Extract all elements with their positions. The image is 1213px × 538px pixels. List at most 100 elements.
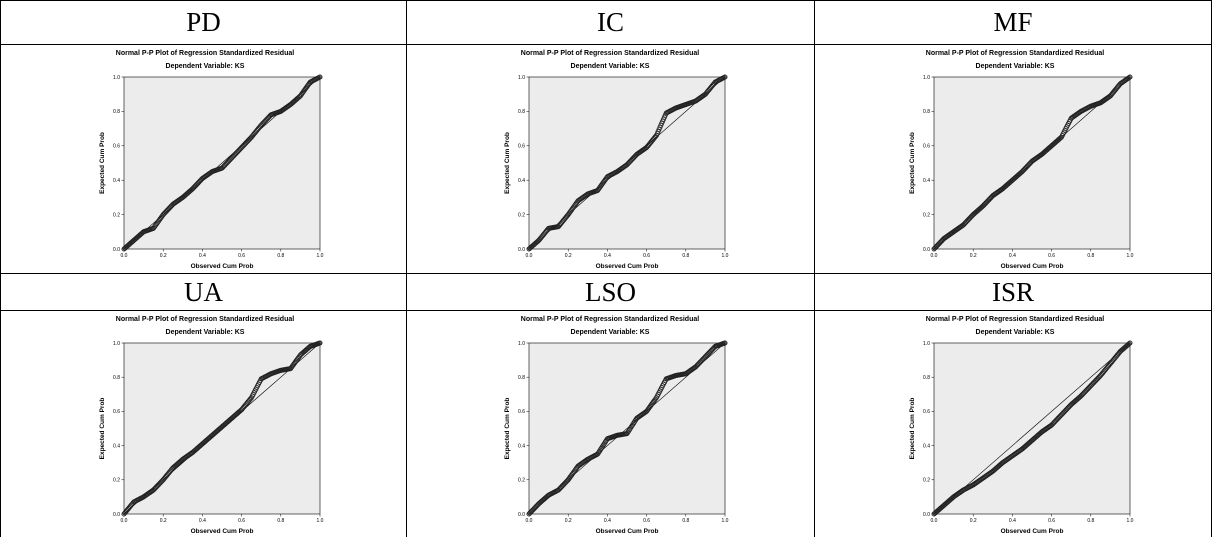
x-axis-label: Observed Cum Prob — [596, 263, 659, 270]
column-header-isr: ISR — [991, 276, 1035, 307]
x-tick-label: 0.8 — [682, 253, 689, 259]
reference-line — [933, 342, 1131, 515]
y-axis-label: Expected Cum Prob — [504, 398, 511, 460]
pp-plot-svg: Normal P-P Plot of Regression Standardiz… — [909, 316, 1134, 535]
x-tick-label: 0.2 — [160, 518, 167, 524]
x-tick-label: 0.6 — [643, 518, 650, 524]
pp-plot-ua: Normal P-P Plot of Regression Standardiz… — [80, 312, 330, 536]
y-tick-label: 0.6 — [518, 409, 525, 415]
chart-title: Normal P-P Plot of Regression Standardiz… — [521, 316, 699, 323]
y-tick-label: 0.0 — [923, 512, 930, 518]
x-tick-label: 1.0 — [317, 253, 324, 259]
x-tick-label: 0.0 — [931, 518, 938, 524]
x-tick-label: 0.6 — [238, 518, 245, 524]
y-tick-label: 0.2 — [113, 212, 120, 218]
x-tick-label: 0.4 — [199, 518, 206, 524]
x-tick-label: 0.4 — [1009, 253, 1016, 259]
data-point — [722, 340, 728, 346]
y-tick-label: 0.4 — [518, 443, 525, 449]
pp-plot-lso: Normal P-P Plot of Regression Standardiz… — [485, 312, 735, 536]
x-tick-label: 1.0 — [1127, 518, 1134, 524]
column-header-mf: MF — [993, 7, 1033, 37]
chart-title: Normal P-P Plot of Regression Standardiz… — [926, 316, 1104, 323]
y-axis-label: Expected Cum Prob — [909, 398, 916, 460]
x-tick-label: 0.4 — [604, 253, 611, 259]
x-tick-label: 0.4 — [199, 253, 206, 259]
column-header-pd: PD — [186, 7, 221, 37]
x-tick-label: 0.8 — [1087, 518, 1094, 524]
y-tick-label: 1.0 — [518, 75, 525, 81]
y-tick-label: 0.2 — [923, 212, 930, 218]
x-tick-label: 0.2 — [565, 253, 572, 259]
y-tick-label: 0.4 — [113, 443, 120, 449]
y-tick-label: 0.8 — [113, 375, 120, 381]
chart-title: Normal P-P Plot of Regression Standardiz… — [116, 316, 294, 323]
y-tick-label: 0.8 — [518, 375, 525, 381]
x-axis-label: Observed Cum Prob — [191, 263, 254, 270]
pp-plot-svg: Normal P-P Plot of Regression Standardiz… — [99, 316, 324, 535]
data-point — [1127, 340, 1133, 346]
chart-subtitle: Dependent Variable: KS — [976, 63, 1055, 70]
x-tick-label: 0.8 — [277, 518, 284, 524]
y-tick-label: 1.0 — [518, 341, 525, 347]
x-tick-label: 1.0 — [1127, 253, 1134, 259]
y-tick-label: 0.4 — [518, 178, 525, 184]
x-tick-label: 0.6 — [1048, 253, 1055, 259]
y-tick-label: 0.2 — [518, 212, 525, 218]
column-header-ua: UA — [184, 276, 223, 307]
data-point — [317, 340, 323, 346]
data-point — [1126, 75, 1132, 81]
chart-title: Normal P-P Plot of Regression Standardiz… — [116, 50, 294, 57]
x-tick-label: 0.8 — [1087, 253, 1094, 259]
y-tick-label: 1.0 — [923, 341, 930, 347]
chart-title: Normal P-P Plot of Regression Standardiz… — [926, 50, 1104, 57]
pp-plot-svg: Normal P-P Plot of Regression Standardiz… — [909, 50, 1134, 270]
chart-title: Normal P-P Plot of Regression Standardiz… — [521, 50, 699, 57]
x-tick-label: 1.0 — [317, 518, 324, 524]
y-tick-label: 0.6 — [923, 144, 930, 150]
y-tick-label: 0.4 — [923, 443, 930, 449]
y-tick-label: 0.0 — [518, 247, 525, 253]
x-tick-label: 0.2 — [565, 518, 572, 524]
pp-plot-svg: Normal P-P Plot of Regression Standardiz… — [99, 50, 324, 270]
pp-plot-ic: Normal P-P Plot of Regression Standardiz… — [485, 46, 735, 271]
row-divider-header-1 — [0, 44, 1212, 45]
column-divider-1 — [406, 0, 407, 537]
pp-plot-svg: Normal P-P Plot of Regression Standardiz… — [504, 316, 729, 535]
x-tick-label: 0.8 — [277, 253, 284, 259]
y-tick-label: 0.8 — [113, 109, 120, 115]
y-tick-label: 0.2 — [113, 478, 120, 484]
data-point — [722, 74, 728, 80]
pp-plot-svg: Normal P-P Plot of Regression Standardiz… — [504, 50, 729, 270]
y-tick-label: 0.8 — [518, 109, 525, 115]
x-tick-label: 0.6 — [643, 253, 650, 259]
y-tick-label: 0.6 — [923, 409, 930, 415]
y-tick-label: 1.0 — [923, 75, 930, 81]
column-header-ic: IC — [597, 7, 624, 37]
x-tick-label: 1.0 — [722, 253, 729, 259]
data-point — [1126, 341, 1132, 347]
y-tick-label: 0.6 — [113, 144, 120, 150]
x-tick-label: 0.4 — [1009, 518, 1016, 524]
y-tick-label: 0.6 — [113, 409, 120, 415]
x-tick-label: 0.2 — [160, 253, 167, 259]
x-tick-label: 1.0 — [722, 518, 729, 524]
y-tick-label: 0.0 — [113, 512, 120, 518]
y-tick-label: 0.0 — [518, 512, 525, 518]
y-tick-label: 0.0 — [923, 247, 930, 253]
y-axis-label: Expected Cum Prob — [99, 398, 106, 460]
data-point — [317, 74, 323, 80]
y-tick-label: 0.2 — [923, 478, 930, 484]
column-divider-2 — [814, 0, 815, 537]
y-tick-label: 0.2 — [518, 478, 525, 484]
x-tick-label: 0.4 — [604, 518, 611, 524]
table-border-left — [0, 0, 1, 537]
y-axis-label: Expected Cum Prob — [99, 132, 106, 194]
y-tick-label: 0.8 — [923, 375, 930, 381]
y-tick-label: 1.0 — [113, 341, 120, 347]
x-tick-label: 0.0 — [121, 253, 128, 259]
x-tick-label: 0.6 — [238, 253, 245, 259]
x-tick-label: 0.2 — [970, 518, 977, 524]
x-axis-label: Observed Cum Prob — [1001, 528, 1064, 535]
